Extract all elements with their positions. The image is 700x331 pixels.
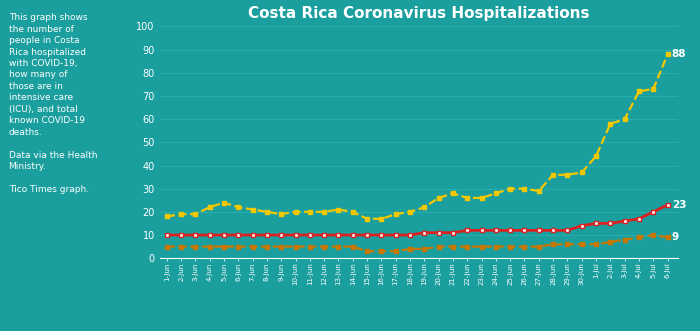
Title: Costa Rica Coronavirus Hospitalizations: Costa Rica Coronavirus Hospitalizations	[248, 6, 589, 21]
Text: 9: 9	[672, 232, 679, 242]
Text: This graph shows
the number of
people in Costa
Rica hospitalized
with COVID-19,
: This graph shows the number of people in…	[8, 13, 97, 194]
Text: 23: 23	[672, 200, 686, 210]
Text: 88: 88	[672, 49, 686, 59]
